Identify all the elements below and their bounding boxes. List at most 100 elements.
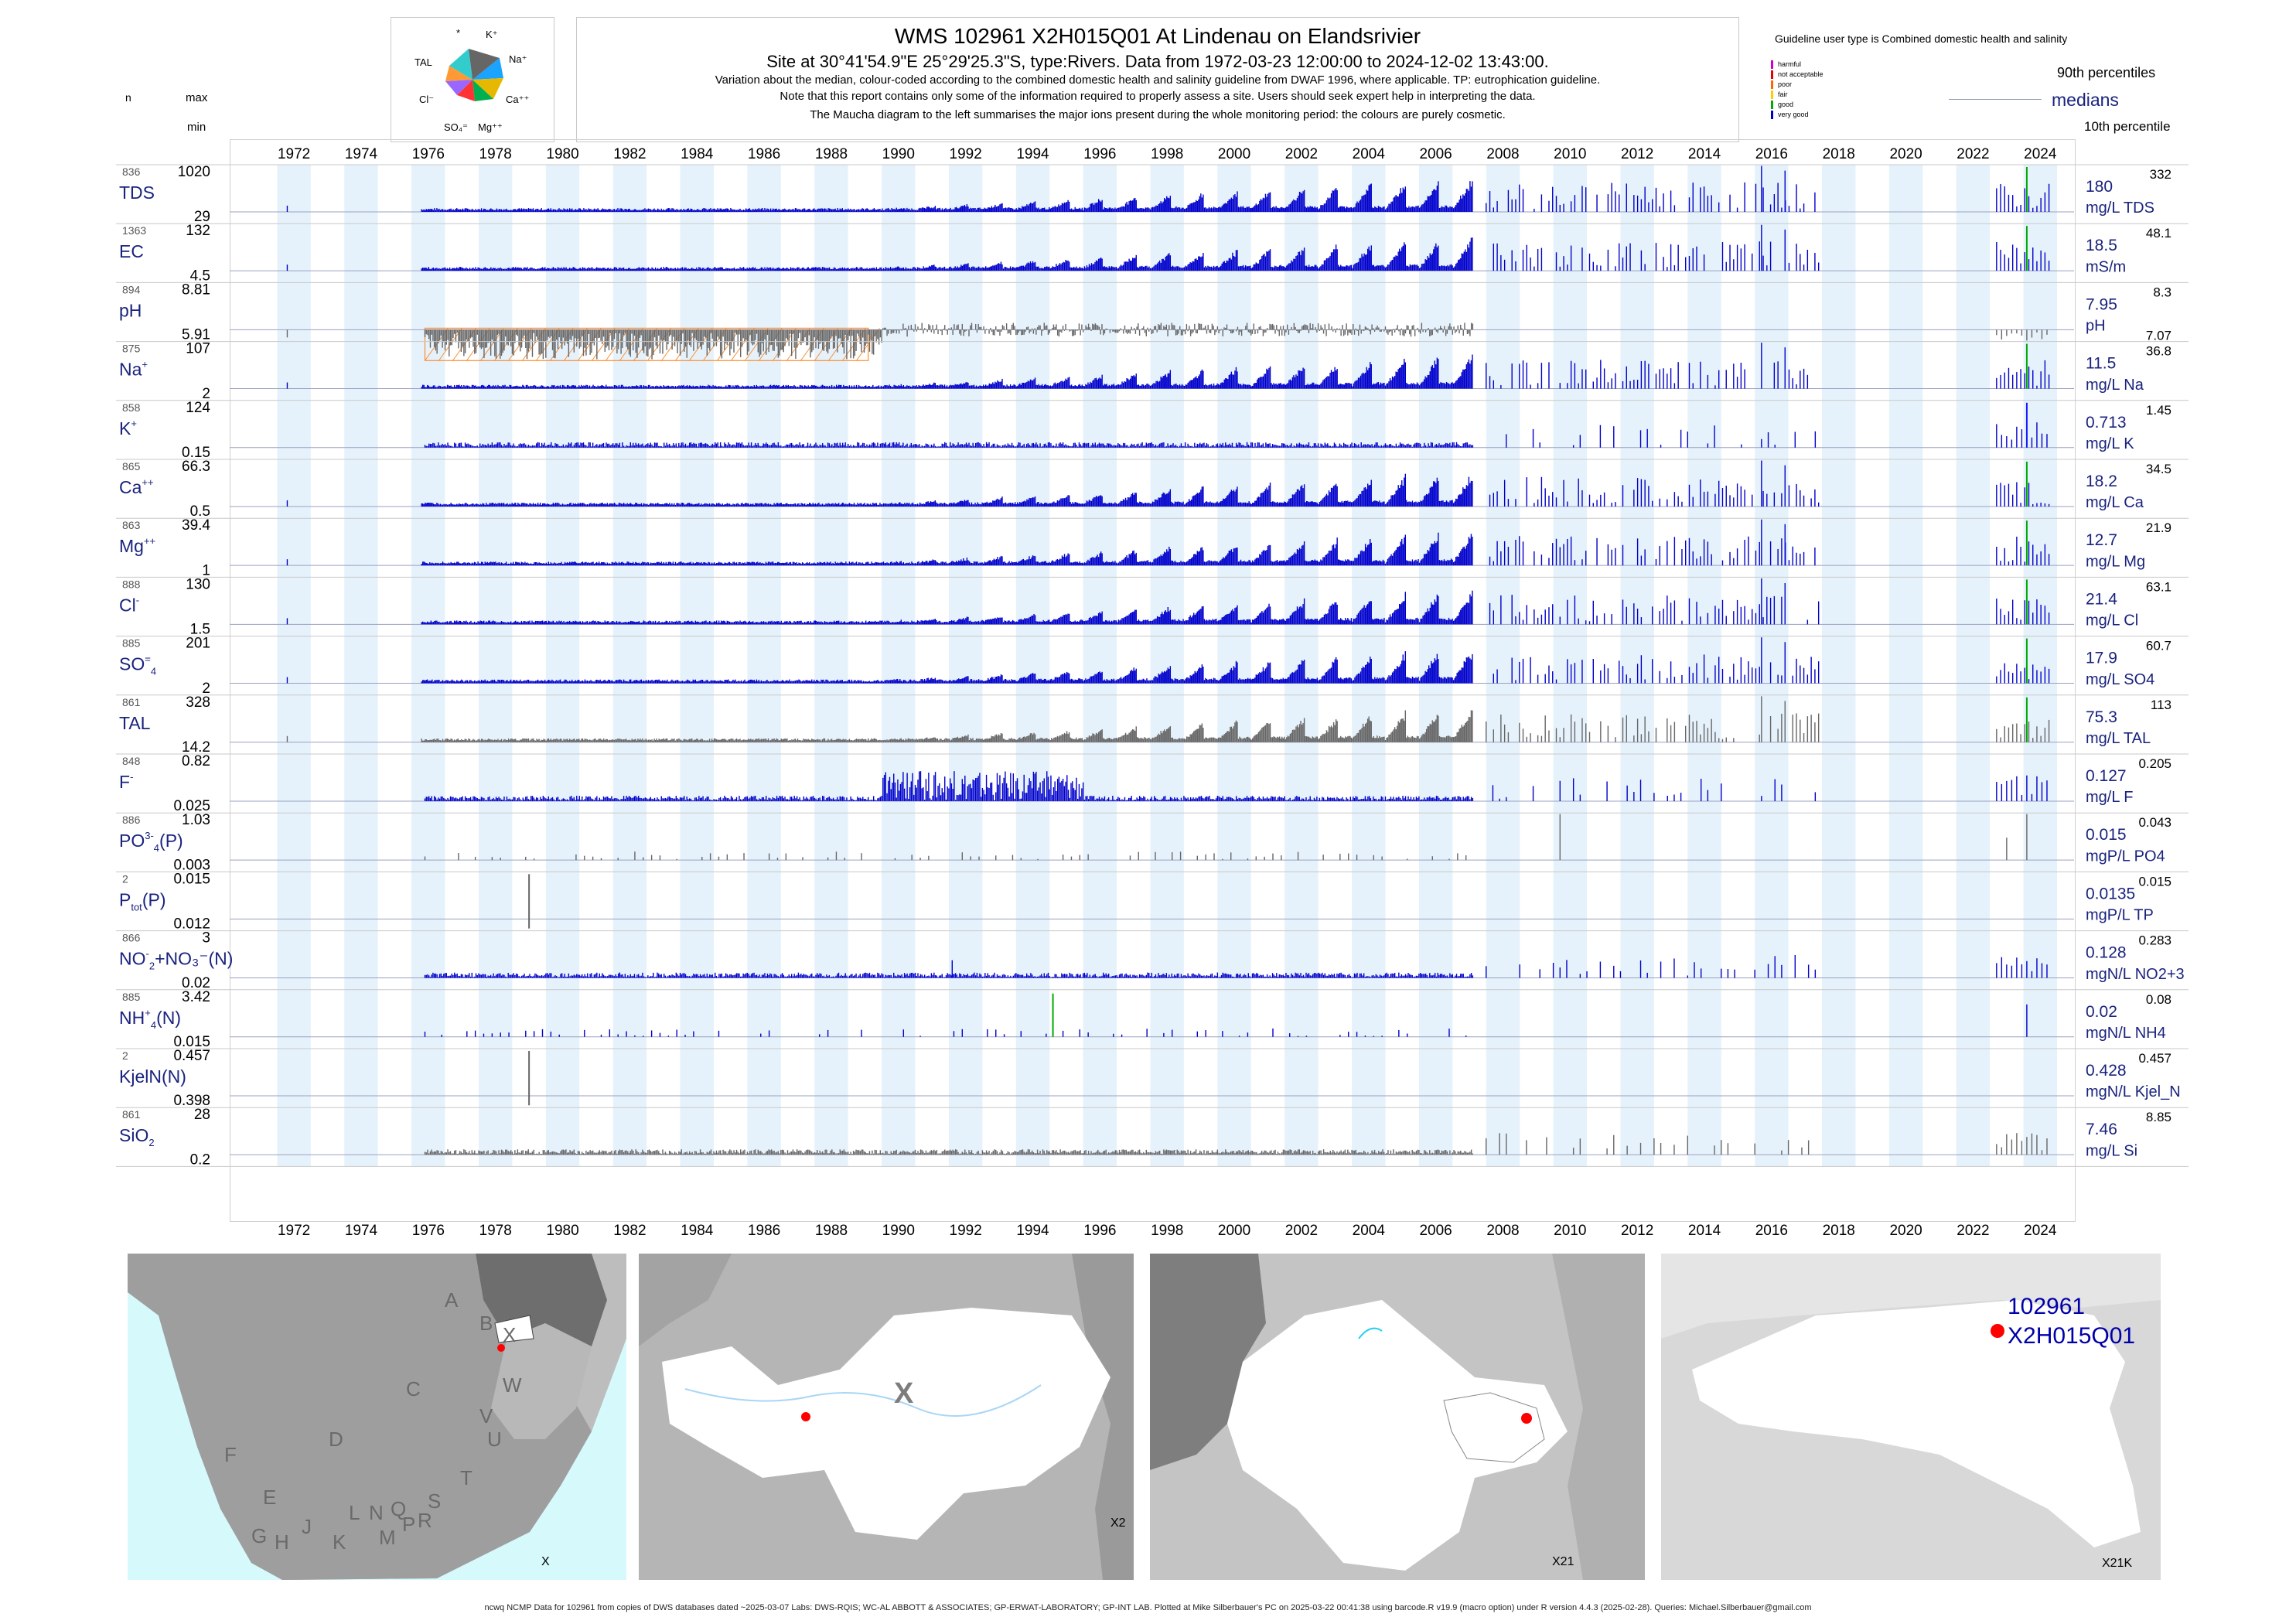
- year-label-top: 1978: [479, 146, 512, 162]
- row-unit: mg/L TDS: [2086, 200, 2154, 217]
- year-label-top: 1998: [1151, 146, 1183, 162]
- row-min: 2: [202, 386, 210, 402]
- year-label-top: 1990: [882, 146, 915, 162]
- year-band: [1015, 165, 1050, 1167]
- year-label-top: 1994: [1016, 146, 1049, 162]
- year-label-top: 1982: [613, 146, 646, 162]
- row-n: 1363: [122, 224, 146, 237]
- row-min: 4.5: [190, 268, 210, 284]
- note-line-3: The Maucha diagram to the left summarise…: [810, 108, 1506, 121]
- year-label-top: 1986: [748, 146, 780, 162]
- legend-swatch: [1771, 101, 1773, 110]
- maucha-label-k: K⁺: [486, 29, 498, 40]
- legend-p90: 90th percentiles: [2057, 65, 2156, 80]
- year-label-top: 1976: [412, 146, 445, 162]
- year-band: [948, 165, 983, 1167]
- row-min: 5.91: [182, 327, 210, 343]
- row-max: 132: [186, 223, 210, 239]
- row-p90: 8.3: [2153, 285, 2171, 299]
- legend-category: good: [1771, 101, 1793, 110]
- year-band: [1217, 165, 1251, 1167]
- year-label-bottom: 2008: [1486, 1223, 1519, 1239]
- maucha-diagram: * K⁺ Na⁺ Ca⁺⁺ Mg⁺⁺ SO₄⁼ Cl⁻ TAL: [391, 17, 554, 142]
- year-band: [277, 165, 311, 1167]
- year-band: [814, 165, 848, 1167]
- year-label-top: 2020: [1889, 146, 1922, 162]
- legend-category: poor: [1771, 80, 1792, 90]
- year-band: [747, 165, 781, 1167]
- year-band: [1083, 165, 1117, 1167]
- year-label-bottom: 2016: [1755, 1223, 1788, 1239]
- year-label-bottom: 1986: [748, 1223, 780, 1239]
- year-band: [1553, 165, 1588, 1167]
- year-label-bottom: 1992: [950, 1223, 982, 1239]
- row-label: EC: [119, 241, 144, 261]
- chart-svg: 1972 1972 1974 1974 1976 1976 1978 1978 1980 1980…: [116, 146, 2189, 1239]
- row-median: 0.713: [2086, 414, 2127, 432]
- year-label-top: 2012: [1621, 146, 1653, 162]
- year-band: [344, 165, 378, 1167]
- year-label-top: 2000: [1218, 146, 1250, 162]
- year-label-bottom: 2012: [1621, 1223, 1653, 1239]
- row-min: 0.15: [182, 445, 210, 461]
- year-label-bottom: 2010: [1554, 1223, 1586, 1239]
- year-band: [545, 165, 580, 1167]
- row-label: Ca++: [119, 476, 154, 497]
- year-band: [1822, 165, 1856, 1167]
- year-label-bottom: 1982: [613, 1223, 646, 1239]
- row-unit: mg/L K: [2086, 435, 2134, 452]
- maucha-label-star: *: [456, 27, 460, 39]
- legend-swatch: [1771, 80, 1773, 90]
- year-band: [1956, 165, 1991, 1167]
- guideline-text: Guideline user type is Combined domestic…: [1775, 32, 2068, 45]
- row-n: 894: [122, 283, 141, 295]
- year-label-top: 1972: [278, 146, 310, 162]
- year-label-bottom: 1998: [1151, 1223, 1183, 1239]
- row-label: Na+: [119, 359, 148, 380]
- row-p90: 36.8: [2146, 344, 2171, 359]
- row-median: 180: [2086, 178, 2113, 196]
- maucha-label-so4: SO₄⁼: [444, 121, 468, 133]
- legend-category-label: fair: [1778, 90, 1788, 98]
- row-n: 858: [122, 401, 141, 414]
- legend-swatch: [1771, 111, 1773, 120]
- page-title: WMS 102961 X2H015Q01 At Lindenau on Elan…: [894, 24, 1421, 48]
- legend-category: not acceptable: [1771, 70, 1823, 80]
- row-median: 7.95: [2086, 295, 2117, 313]
- year-label-top: 1996: [1083, 146, 1116, 162]
- row-max: 66.3: [182, 459, 210, 475]
- year-band: [478, 165, 513, 1167]
- maucha-label-mg: Mg⁺⁺: [478, 121, 503, 133]
- year-label-top: 2010: [1554, 146, 1586, 162]
- row-p90: 1.45: [2146, 403, 2171, 418]
- year-band: [1755, 165, 1789, 1167]
- year-label-bottom: 1978: [479, 1223, 512, 1239]
- row-max: 124: [186, 400, 210, 416]
- year-label-top: 2018: [1823, 146, 1855, 162]
- year-label-bottom: 1974: [345, 1223, 378, 1239]
- row-unit: mg/L Ca: [2086, 494, 2144, 511]
- year-label-top: 2016: [1755, 146, 1788, 162]
- legend-category-label: very good: [1778, 111, 1809, 118]
- legend-median-line: [1949, 99, 2042, 100]
- row-n: 865: [122, 460, 141, 473]
- legend-category: very good: [1771, 111, 1809, 120]
- row-p90: 48.1: [2146, 226, 2171, 241]
- row-median: 18.5: [2086, 237, 2117, 254]
- legend-swatch: [1771, 60, 1773, 70]
- row-median: 18.2: [2086, 473, 2117, 490]
- legend-p10: 10th percentile: [2084, 119, 2171, 134]
- site-description: Site at 30°41'54.9"E 25°29'25.3"S, type:…: [766, 52, 1549, 71]
- note-line-2: Note that this report contains only some…: [780, 90, 1536, 103]
- year-label-bottom: 2024: [2024, 1223, 2057, 1239]
- plot-frame: [230, 139, 2076, 1222]
- row-label: K+: [119, 418, 137, 438]
- year-label-bottom: 2022: [1957, 1223, 1989, 1239]
- row-median: 11.5: [2086, 355, 2116, 373]
- row-unit: mg/L Na: [2086, 377, 2144, 394]
- year-label-top: 2022: [1957, 146, 1989, 162]
- year-label-bottom: 1988: [815, 1223, 848, 1239]
- year-label-bottom: 2020: [1889, 1223, 1922, 1239]
- year-label-top: 2002: [1285, 146, 1318, 162]
- ph-hatch: [619, 328, 643, 361]
